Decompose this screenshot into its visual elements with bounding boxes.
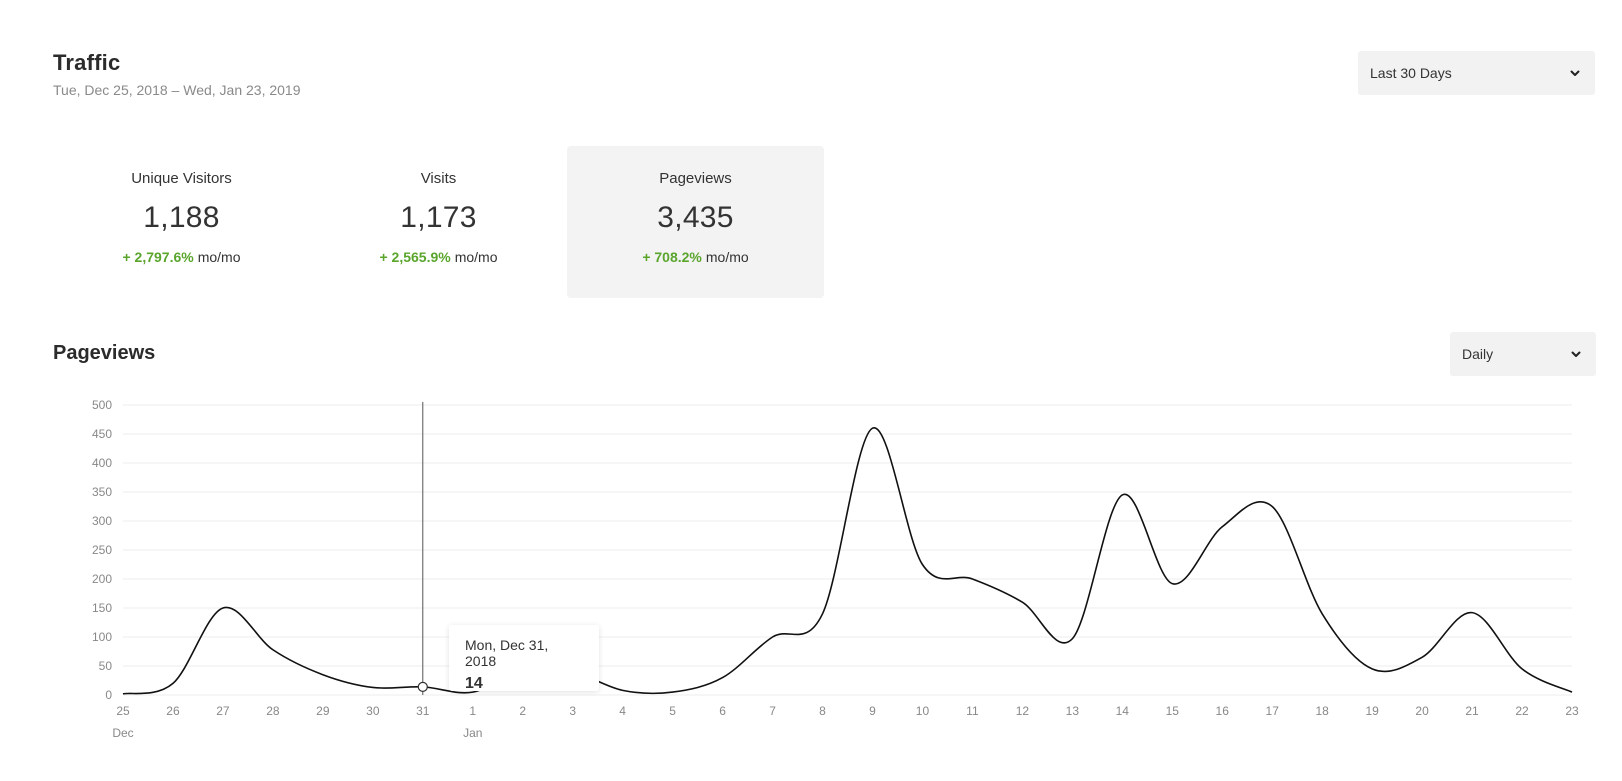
x-tick-label: 31 — [416, 704, 430, 718]
x-tick-label: 22 — [1515, 704, 1529, 718]
x-tick-label: 23 — [1565, 704, 1579, 718]
y-tick-label: 100 — [92, 630, 112, 644]
x-tick-label: 10 — [916, 704, 930, 718]
stat-label: Visits — [420, 170, 457, 187]
y-tick-label: 350 — [92, 485, 112, 499]
chart-tooltip: Mon, Dec 31, 2018 14 — [449, 625, 599, 692]
hover-point-marker — [417, 681, 428, 692]
x-tick-label: 27 — [216, 704, 230, 718]
stats-row: Unique Visitors 1,188 + 2,797.6% mo/mo Vi… — [53, 146, 824, 298]
y-tick-label: 300 — [92, 514, 112, 528]
x-tick-label: 3 — [569, 704, 576, 718]
stat-card-pageviews[interactable]: Pageviews 3,435 + 708.2% mo/mo — [567, 146, 824, 298]
x-tick-label: 12 — [1016, 704, 1030, 718]
x-tick-label: 8 — [819, 704, 826, 718]
x-tick-label: 28 — [266, 704, 280, 718]
x-tick-label: 11 — [966, 704, 979, 718]
y-tick-label: 150 — [92, 601, 112, 615]
stat-change-percent: + 708.2% — [642, 249, 702, 265]
stat-change-suffix: mo/mo — [197, 249, 241, 265]
x-tick-label: 18 — [1315, 704, 1329, 718]
stat-change-percent: + 2,797.6% — [122, 249, 194, 265]
stat-change: + 2,797.6% mo/mo — [122, 249, 240, 265]
interval-dropdown-value: Daily — [1462, 346, 1494, 362]
page-header: Traffic Tue, Dec 25, 2018 – Wed, Jan 23,… — [53, 50, 301, 98]
y-tick-label: 250 — [92, 543, 112, 557]
x-tick-label: 1 — [469, 704, 476, 718]
stat-change-suffix: mo/mo — [454, 249, 498, 265]
y-tick-label: 50 — [99, 659, 113, 673]
stat-card-visits[interactable]: Visits 1,173 + 2,565.9% mo/mo — [310, 146, 567, 298]
interval-dropdown[interactable]: Daily — [1450, 332, 1596, 376]
x-tick-label: 25 — [116, 704, 130, 718]
x-tick-label: 29 — [316, 704, 330, 718]
x-tick-label: 6 — [719, 704, 726, 718]
tooltip-date: Mon, Dec 31, 2018 — [465, 637, 549, 669]
x-tick-label: 14 — [1116, 704, 1130, 718]
x-tick-label: 17 — [1266, 704, 1280, 718]
chart-title: Pageviews — [53, 342, 156, 364]
tooltip-value: 14 — [465, 675, 483, 692]
date-range-dropdown[interactable]: Last 30 Days — [1358, 51, 1595, 95]
x-tick-label: 20 — [1415, 704, 1429, 718]
x-tick-label: 19 — [1365, 704, 1379, 718]
chevron-down-icon — [1570, 348, 1582, 360]
series-line — [122, 427, 1573, 695]
chevron-down-icon — [1569, 67, 1581, 79]
stat-label: Unique Visitors — [131, 170, 232, 187]
y-tick-label: 450 — [92, 427, 112, 441]
y-tick-label: 0 — [105, 688, 112, 702]
stat-card-unique-visitors[interactable]: Unique Visitors 1,188 + 2,797.6% mo/mo — [53, 146, 310, 298]
stat-value: 3,435 — [657, 201, 734, 234]
x-tick-label: 16 — [1216, 704, 1230, 718]
x-tick-label: 9 — [869, 704, 876, 718]
stat-change-suffix: mo/mo — [705, 249, 749, 265]
x-tick-label: 15 — [1166, 704, 1180, 718]
x-month-label: Jan — [463, 726, 482, 740]
stat-change-percent: + 2,565.9% — [379, 249, 451, 265]
stat-value: 1,188 — [143, 201, 220, 234]
page-title: Traffic — [53, 50, 121, 75]
x-tick-label: 21 — [1465, 704, 1479, 718]
x-tick-label: 30 — [366, 704, 380, 718]
x-tick-label: 5 — [669, 704, 676, 718]
stat-change: + 2,565.9% mo/mo — [379, 249, 497, 265]
y-tick-label: 200 — [92, 572, 112, 586]
stat-value: 1,173 — [400, 201, 477, 234]
x-tick-label: 13 — [1066, 704, 1080, 718]
stat-label: Pageviews — [659, 170, 732, 187]
y-tick-label: 500 — [92, 398, 112, 412]
date-range-dropdown-value: Last 30 Days — [1370, 65, 1452, 81]
y-tick-label: 400 — [92, 456, 112, 470]
x-month-label: Dec — [112, 726, 133, 740]
x-tick-label: 2 — [519, 704, 526, 718]
x-tick-label: 4 — [619, 704, 626, 718]
x-tick-label: 7 — [769, 704, 776, 718]
x-tick-label: 26 — [166, 704, 180, 718]
stat-change: + 708.2% mo/mo — [642, 249, 748, 265]
date-range-label: Tue, Dec 25, 2018 – Wed, Jan 23, 2019 — [53, 82, 301, 98]
